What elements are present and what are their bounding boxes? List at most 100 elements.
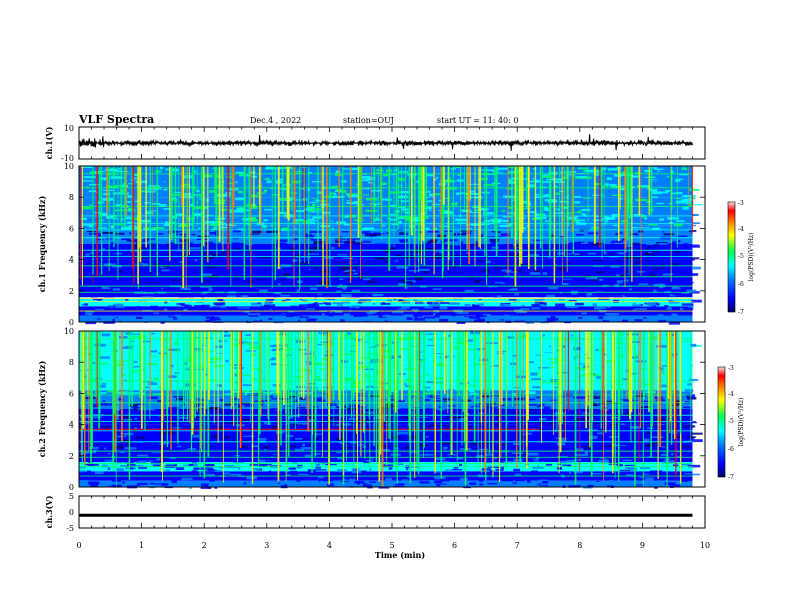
spectrogram-cell <box>159 166 164 170</box>
spectrogram-cell <box>135 332 147 335</box>
spectrogram-cell <box>394 260 398 262</box>
spectrogram-cell <box>444 287 449 291</box>
spectrogram-cell <box>362 293 369 297</box>
spectrogram-cell <box>589 373 599 377</box>
spectrogram-cell <box>498 460 505 463</box>
spectrogram-cell <box>367 438 371 441</box>
spectrogram-cell <box>115 305 125 309</box>
spectrogram-cell <box>293 237 298 241</box>
spectrogram-cell <box>568 299 577 302</box>
spectrogram-cell <box>106 431 115 433</box>
spectrogram-cell <box>587 252 597 255</box>
spectrogram-cell <box>271 349 282 351</box>
spectrogram-cell <box>346 436 355 439</box>
spectrogram-cell <box>404 385 412 388</box>
spectrogram-cell <box>404 426 413 429</box>
spectrogram-cell <box>99 340 103 342</box>
spectrogram-cell <box>219 467 225 469</box>
spectrogram-cell <box>241 375 244 378</box>
spectrogram-cell <box>371 270 378 273</box>
spectrogram-cell <box>501 237 512 240</box>
spectrogram-cell <box>404 257 416 259</box>
spectrogram-cell <box>289 449 295 451</box>
spectrogram-cell <box>139 271 148 274</box>
spectrogram-cell <box>182 432 186 435</box>
spectrogram-cell <box>184 186 197 188</box>
spectrogram-cell <box>609 183 617 187</box>
spectrogram-cell <box>408 270 419 272</box>
spectrogram-cell <box>371 409 374 411</box>
spectrogram-cell <box>375 217 380 220</box>
spectrogram-cell <box>515 289 522 292</box>
spectrogram-cell <box>492 243 505 245</box>
spectrogram-cell <box>336 221 347 225</box>
spectrogram-cell <box>605 184 608 187</box>
spectrogram-cell <box>671 291 682 295</box>
spectrogram-band <box>79 480 693 487</box>
spectrogram-cell <box>648 252 652 254</box>
spectrogram-cell <box>297 363 308 367</box>
spectrogram-cell <box>540 455 546 458</box>
spectrogram-cell <box>229 352 232 356</box>
spectrogram-cell <box>247 283 250 286</box>
spectrogram-cell <box>216 426 224 430</box>
spectrogram-cell <box>453 375 463 377</box>
spectrogram-cell <box>501 251 508 255</box>
spectrogram-cell <box>241 402 252 405</box>
spectrogram-cell <box>309 269 320 272</box>
spectrogram-cell <box>514 473 522 476</box>
spectrogram-cell <box>189 309 198 311</box>
spectrogram-cell <box>213 263 217 267</box>
spectrogram-cell <box>680 189 688 191</box>
spectrogram-cell <box>539 388 543 391</box>
spectrogram-cell <box>287 175 298 178</box>
spectrogram-cell <box>651 272 655 276</box>
ch1-waveform-panel: 10 -10 ch.1(V) <box>44 124 706 163</box>
spectrogram-cell <box>547 200 558 203</box>
spectrogram-cell <box>644 169 652 173</box>
spectrogram-cell <box>242 384 252 387</box>
spectrogram-cell <box>260 305 270 308</box>
ch1-cb-tick-2: -5 <box>738 253 744 260</box>
spectrogram-cell <box>556 290 568 293</box>
spectrogram-cell <box>288 198 293 201</box>
spectrogram-cell <box>171 279 181 282</box>
spectrogram-cell <box>631 341 641 343</box>
spectrogram-cell <box>466 413 470 416</box>
spectrogram-cell <box>475 455 484 458</box>
spectrogram-cell <box>521 178 529 180</box>
spectrogram-cell <box>433 480 443 484</box>
spectrogram-cell <box>254 480 260 483</box>
spectrogram-cell <box>151 442 161 445</box>
spectrogram-cell <box>314 384 327 388</box>
spectrogram-cell <box>361 357 372 359</box>
spectrogram-cell <box>400 435 410 438</box>
spectrogram-cell <box>302 265 306 268</box>
spectrogram-cell <box>622 212 631 214</box>
spectrogram-cell <box>341 356 348 358</box>
spectrogram-cell <box>340 174 344 176</box>
spectrogram-cell <box>492 170 495 173</box>
spectrogram-cell <box>180 364 185 366</box>
spectrogram-cell <box>672 241 677 244</box>
spectrogram-cell <box>419 481 431 484</box>
spectrogram-cell <box>434 359 445 362</box>
spectrogram-cell <box>168 406 180 410</box>
spectrogram-cell <box>657 314 664 317</box>
spectrogram-cell <box>667 440 672 442</box>
spectrogram-cell <box>173 230 180 233</box>
spectrogram-cell <box>623 399 629 402</box>
spectrogram-cell <box>361 260 370 263</box>
spectrogram-cell <box>245 320 249 323</box>
spectrogram-cell <box>443 358 454 361</box>
spectrogram-cell <box>620 423 625 426</box>
spectrogram-cell <box>183 308 188 312</box>
spectrogram-cell <box>88 225 94 228</box>
spectrogram-cell <box>172 257 178 261</box>
spectrogram-cell <box>469 393 479 396</box>
spectrogram-cell <box>606 348 613 352</box>
spectrogram-cell <box>431 354 435 356</box>
spectrogram-cell <box>626 270 630 273</box>
spectrogram-cell <box>621 237 627 241</box>
spectrogram-cell <box>151 293 159 296</box>
